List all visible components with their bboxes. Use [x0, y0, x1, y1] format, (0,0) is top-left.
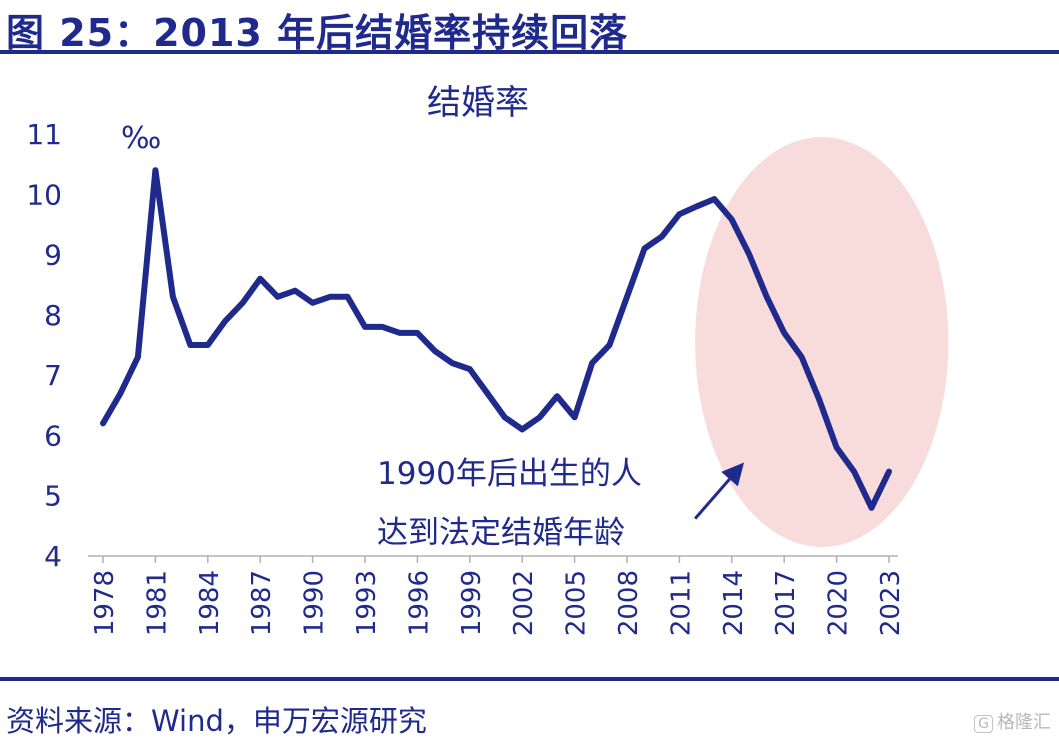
- watermark: G 格隆汇: [974, 708, 1051, 734]
- series-line-marriage-rate: [100, 167, 892, 511]
- x-axis: 1978 1981 1984 1987 1990 1993 1996 1999 2002 2005…: [90, 556, 906, 636]
- x-tick-label: 2008: [614, 570, 644, 636]
- y-axis: 4 5 6 7 8 9 10 11: [26, 118, 62, 573]
- x-tick-label: 1999: [457, 570, 487, 636]
- x-tick-label: 2017: [771, 570, 801, 636]
- x-tick-label: 1996: [404, 570, 434, 636]
- x-tick-label: 1987: [247, 570, 277, 636]
- unit-label: ‰: [121, 121, 161, 156]
- watermark-text: 格隆汇: [997, 712, 1051, 733]
- x-tick-label: 1984: [195, 570, 225, 636]
- x-tick-label: 1990: [300, 570, 330, 636]
- annotation: 1990年后出生的人 达到法定结婚年龄: [377, 456, 745, 551]
- x-tick-label: 2020: [824, 570, 854, 636]
- x-tick-label: 2005: [562, 570, 592, 636]
- highlight-ellipse: [695, 137, 949, 547]
- y-tick-label: 11: [26, 118, 62, 151]
- x-tick-label: 2011: [666, 570, 696, 636]
- annotation-arrow-head: [721, 462, 745, 487]
- figure-title: 图 25：2013 年后结婚率持续回落: [6, 11, 629, 55]
- y-tick-label: 8: [44, 299, 62, 332]
- y-tick-label: 10: [26, 178, 62, 211]
- y-tick-label: 9: [44, 239, 62, 272]
- source-note: 资料来源：Wind，申万宏源研究: [6, 704, 427, 738]
- title-rule: [0, 50, 1059, 54]
- y-tick-label: 7: [44, 359, 62, 392]
- y-tick-label: 4: [44, 540, 62, 573]
- x-tick-label: 2014: [719, 570, 749, 636]
- watermark-logo-icon: G: [974, 715, 993, 733]
- source-rule: [0, 677, 1059, 681]
- annotation-line-2: 达到法定结婚年龄: [377, 515, 625, 551]
- marriage-rate-chart: 结婚率 ‰ 4 5 6 7 8 9 10 11 1978 1981 1984 1987 1990 199…: [26, 83, 949, 636]
- chart-title: 结婚率: [427, 83, 529, 123]
- x-tick-label: 1978: [90, 570, 120, 636]
- annotation-arrow-shaft: [693, 478, 731, 520]
- x-tick-label: 1981: [142, 570, 172, 636]
- y-tick-label: 6: [44, 419, 62, 452]
- x-tick-label: 1993: [352, 570, 382, 636]
- x-tick-label: 2002: [509, 570, 539, 636]
- annotation-line-1: 1990年后出生的人: [377, 456, 642, 492]
- x-tick-label: 2023: [876, 570, 906, 636]
- y-tick-label: 5: [44, 480, 62, 513]
